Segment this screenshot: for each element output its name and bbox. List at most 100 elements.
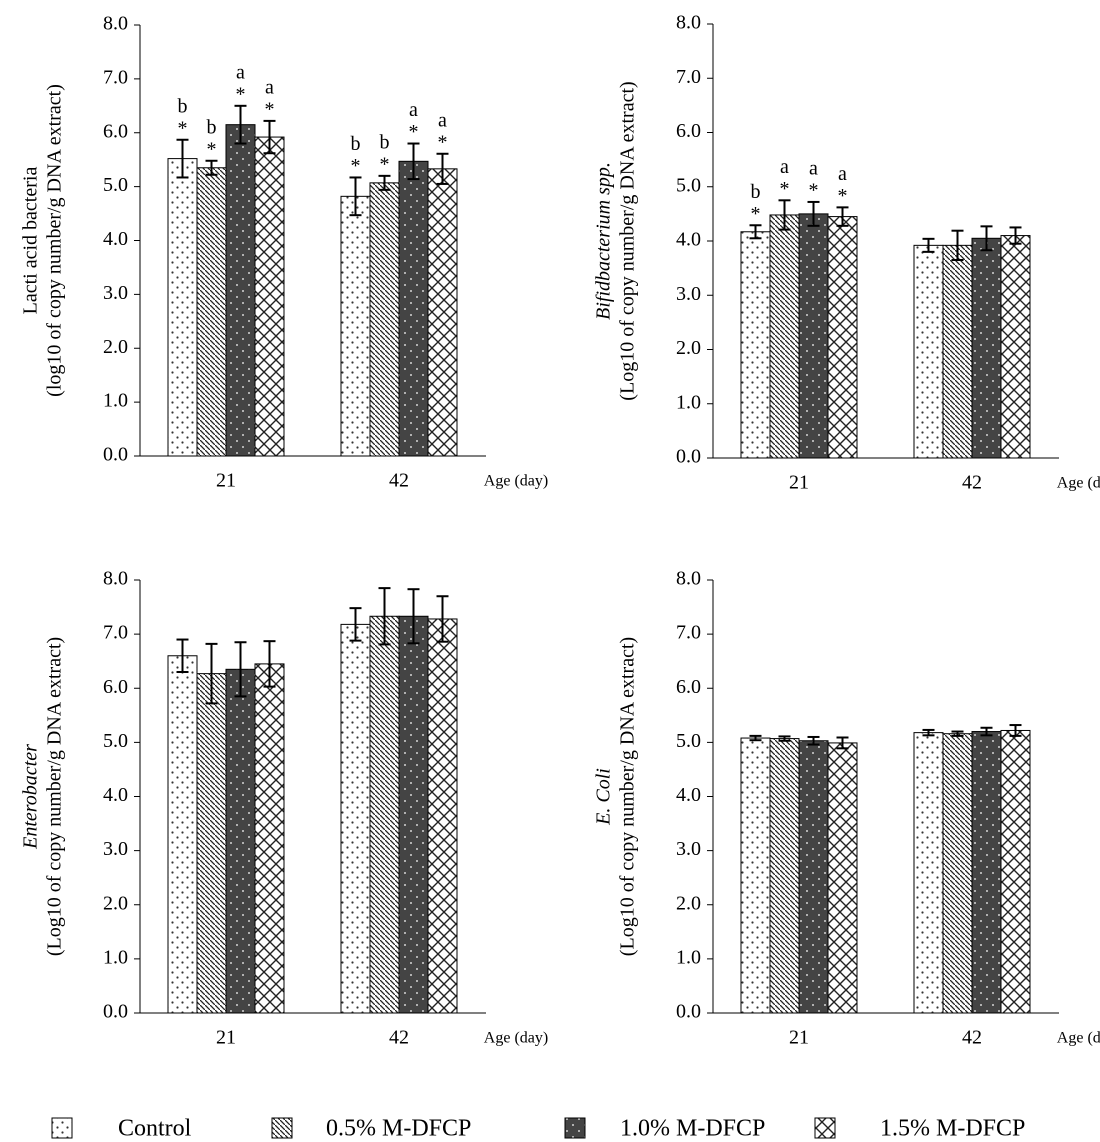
y-tick-label: 0.0 bbox=[103, 1001, 128, 1023]
legend-swatch bbox=[51, 1117, 73, 1139]
error-bar bbox=[778, 735, 791, 742]
x-axis-title: Age (day) bbox=[1057, 475, 1100, 492]
y-tick-label: 1.0 bbox=[676, 946, 701, 968]
legend-label: Control bbox=[118, 1116, 192, 1142]
y-tick-label: 4.0 bbox=[103, 784, 128, 806]
error-bar bbox=[922, 237, 935, 253]
bar bbox=[769, 214, 800, 459]
y-axis-title: (Log10 of copy number/g DNA extract) bbox=[617, 637, 639, 956]
x-axis-title: Age (day) bbox=[484, 1030, 548, 1047]
y-axis-title: E. Coli bbox=[593, 768, 615, 826]
y-tick-label: 3.0 bbox=[103, 282, 128, 304]
bar bbox=[827, 216, 858, 459]
significance-letter: a bbox=[838, 163, 847, 185]
error-bar bbox=[407, 142, 420, 181]
y-tick-label: 8.0 bbox=[676, 12, 701, 34]
significance-letter: a bbox=[809, 158, 818, 180]
error-bar bbox=[951, 229, 964, 261]
error-bar bbox=[176, 638, 189, 674]
y-tick-label: 1.0 bbox=[103, 946, 128, 968]
significance-letter: a bbox=[780, 156, 789, 178]
bar bbox=[369, 615, 400, 1014]
error-bar bbox=[378, 174, 391, 191]
y-tick-label: 4.0 bbox=[103, 228, 128, 250]
significance-star: * bbox=[351, 155, 361, 177]
error-bar bbox=[378, 587, 391, 646]
x-axis-title: Age (day) bbox=[484, 473, 548, 490]
bar bbox=[427, 618, 458, 1014]
y-tick-label: 2.0 bbox=[676, 892, 701, 914]
bar bbox=[340, 623, 371, 1014]
x-tick-label: 42 bbox=[962, 472, 982, 494]
y-tick-label: 7.0 bbox=[676, 622, 701, 644]
error-bar bbox=[836, 206, 849, 227]
bar bbox=[798, 740, 829, 1014]
error-bar bbox=[1009, 724, 1022, 737]
bar bbox=[971, 731, 1002, 1014]
error-bar bbox=[263, 640, 276, 688]
bar bbox=[369, 182, 400, 457]
y-tick-label: 5.0 bbox=[676, 730, 701, 752]
x-tick-label: 42 bbox=[962, 1027, 982, 1049]
bar bbox=[254, 663, 285, 1014]
y-tick-label: 4.0 bbox=[676, 229, 701, 251]
y-tick-label: 2.0 bbox=[676, 337, 701, 359]
significance-letter: a bbox=[409, 99, 418, 121]
error-bar bbox=[749, 224, 762, 240]
bar bbox=[1000, 729, 1031, 1014]
bar bbox=[225, 668, 256, 1014]
bar bbox=[340, 195, 371, 457]
x-tick-label: 42 bbox=[389, 1027, 409, 1049]
error-bar bbox=[234, 641, 247, 698]
y-tick-label: 6.0 bbox=[103, 676, 128, 698]
significance-star: * bbox=[207, 138, 217, 160]
bar bbox=[225, 124, 256, 457]
error-bar bbox=[349, 607, 362, 642]
y-tick-label: 0.0 bbox=[676, 1001, 701, 1023]
y-tick-label: 7.0 bbox=[676, 66, 701, 88]
y-axis-title: Lacti acid bacteria bbox=[20, 167, 42, 315]
error-bar bbox=[234, 104, 247, 145]
significance-letter: b bbox=[207, 116, 217, 138]
bar bbox=[913, 244, 944, 459]
significance-letter: a bbox=[236, 61, 245, 83]
x-tick-label: 42 bbox=[389, 470, 409, 492]
significance-star: * bbox=[409, 121, 419, 143]
bar bbox=[398, 160, 429, 457]
significance-letter: b bbox=[351, 133, 361, 155]
significance-letter: b bbox=[380, 131, 390, 153]
y-tick-label: 7.0 bbox=[103, 622, 128, 644]
y-axis-title: (Log10 of copy number/g DNA extract) bbox=[617, 81, 639, 400]
legend-label: 0.5% M-DFCP bbox=[326, 1116, 471, 1142]
y-tick-label: 4.0 bbox=[676, 784, 701, 806]
error-bar bbox=[436, 152, 449, 185]
y-tick-label: 2.0 bbox=[103, 892, 128, 914]
significance-star: * bbox=[265, 98, 275, 120]
error-bar bbox=[807, 200, 820, 227]
error-bar bbox=[436, 595, 449, 643]
bar bbox=[798, 213, 829, 459]
bar bbox=[769, 738, 800, 1014]
y-tick-label: 8.0 bbox=[676, 568, 701, 590]
error-bar bbox=[176, 138, 189, 179]
bar bbox=[167, 655, 198, 1014]
bar bbox=[913, 732, 944, 1014]
error-bar bbox=[1009, 226, 1022, 245]
bar bbox=[740, 737, 771, 1014]
y-tick-label: 1.0 bbox=[103, 390, 128, 412]
y-tick-label: 0.0 bbox=[676, 446, 701, 468]
y-axis-title: (log10 of copy number/g DNA extract) bbox=[44, 84, 66, 397]
significance-letter: a bbox=[438, 109, 447, 131]
y-tick-label: 8.0 bbox=[103, 568, 128, 590]
significance-letter: b bbox=[178, 95, 188, 117]
significance-star: * bbox=[236, 83, 246, 105]
significance-letter: a bbox=[265, 76, 274, 98]
y-tick-label: 5.0 bbox=[676, 174, 701, 196]
y-axis-title: Bifidbacterium spp. bbox=[593, 162, 615, 320]
y-tick-label: 6.0 bbox=[676, 676, 701, 698]
legend-swatch bbox=[814, 1117, 836, 1139]
y-tick-label: 7.0 bbox=[103, 66, 128, 88]
significance-star: * bbox=[838, 185, 848, 207]
error-bar bbox=[407, 588, 420, 645]
bar bbox=[196, 167, 227, 457]
